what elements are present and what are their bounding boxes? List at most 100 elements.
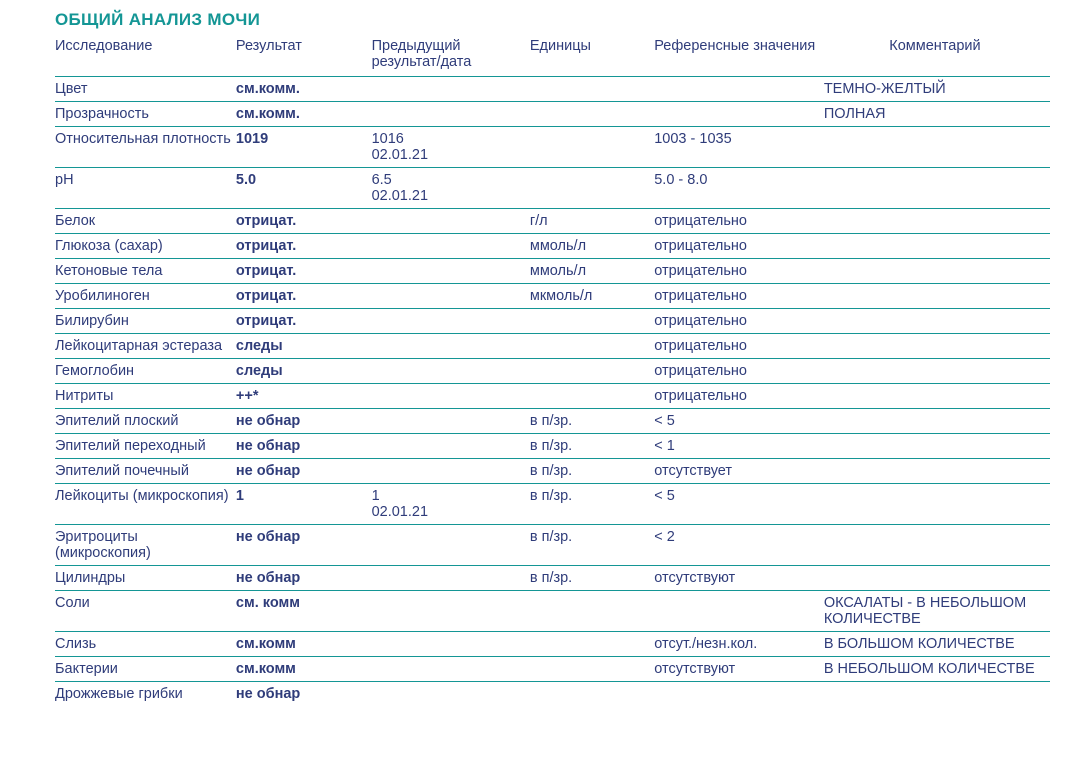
cell-result: ++* [236,384,372,409]
cell-test: Нитриты [55,384,236,409]
cell-result: отрицат. [236,309,372,334]
cell-test: Слизь [55,632,236,657]
cell-ref: отрицательно [654,284,824,309]
cell-comment: В НЕБОЛЬШОМ КОЛИЧЕСТВЕ [824,657,1050,682]
table-row: pH5.06.502.01.215.0 - 8.0 [55,168,1050,209]
cell-units: ммоль/л [530,259,654,284]
cell-result: следы [236,334,372,359]
cell-test: Цилиндры [55,566,236,591]
cell-units [530,657,654,682]
cell-units [530,632,654,657]
table-row: Кетоновые телаотрицат.ммоль/лотрицательн… [55,259,1050,284]
cell-ref: отрицательно [654,309,824,334]
cell-result: не обнар [236,409,372,434]
table-row: Билирубинотрицат.отрицательно [55,309,1050,334]
cell-ref [654,77,824,102]
cell-result: не обнар [236,525,372,566]
cell-comment: В БОЛЬШОМ КОЛИЧЕСТВЕ [824,632,1050,657]
cell-previous [372,632,530,657]
cell-units: в п/зр. [530,434,654,459]
cell-units: г/л [530,209,654,234]
cell-result: не обнар [236,434,372,459]
cell-previous [372,459,530,484]
cell-units: в п/зр. [530,459,654,484]
table-row: Эпителий переходныйне обнарв п/зр.< 1 [55,434,1050,459]
cell-comment [824,566,1050,591]
cell-previous [372,384,530,409]
cell-result: 1 [236,484,372,525]
cell-result: см.комм. [236,102,372,127]
cell-previous [372,102,530,127]
table-row: Солисм. коммОКСАЛАТЫ - В НЕБОЛЬШОМ КОЛИЧ… [55,591,1050,632]
table-row: Белокотрицат. г/лотрицательно [55,209,1050,234]
cell-test: pH [55,168,236,209]
cell-comment [824,459,1050,484]
cell-comment [824,434,1050,459]
cell-test: Кетоновые тела [55,259,236,284]
cell-previous [372,259,530,284]
cell-test: Глюкоза (сахар) [55,234,236,259]
cell-previous: 102.01.21 [372,484,530,525]
table-row: Эпителий плоскийне обнарв п/зр.< 5 [55,409,1050,434]
cell-units: ммоль/л [530,234,654,259]
cell-test: Эпителий плоский [55,409,236,434]
cell-result: не обнар [236,682,372,707]
table-row: Дрожжевые грибкине обнар [55,682,1050,707]
cell-result: см.комм [236,657,372,682]
results-table: Исследование Результат Предыдущий резуль… [55,32,1050,706]
table-row: Эпителий почечныйне обнар в п/зр.отсутств… [55,459,1050,484]
col-previous: Предыдущий результат/дата [372,32,530,77]
cell-ref [654,102,824,127]
cell-test: Эпителий переходный [55,434,236,459]
cell-previous [372,309,530,334]
col-ref: Референсные значения [654,32,824,77]
cell-previous [372,284,530,309]
cell-ref: отрицательно [654,384,824,409]
cell-test: Эритроциты (микроскопия) [55,525,236,566]
cell-test: Эпителий почечный [55,459,236,484]
cell-test: Прозрачность [55,102,236,127]
cell-previous [372,334,530,359]
col-test: Исследование [55,32,236,77]
cell-units: мкмоль/л [530,284,654,309]
cell-comment [824,484,1050,525]
cell-comment [824,682,1050,707]
cell-comment [824,168,1050,209]
cell-result: отрицат. [236,209,372,234]
cell-previous [372,434,530,459]
table-row: Гемоглобинследыотрицательно [55,359,1050,384]
table-row: Цилиндрыне обнарв п/зр.отсутствуют [55,566,1050,591]
cell-previous [372,209,530,234]
cell-previous [372,359,530,384]
cell-test: Белок [55,209,236,234]
cell-units [530,309,654,334]
cell-result: отрицат. [236,284,372,309]
cell-units [530,682,654,707]
cell-test: Относительная плотность [55,127,236,168]
cell-ref: отрицательно [654,234,824,259]
cell-result: см. комм [236,591,372,632]
cell-test: Бактерии [55,657,236,682]
cell-ref: отрицательно [654,209,824,234]
cell-test: Дрожжевые грибки [55,682,236,707]
cell-test: Уробилиноген [55,284,236,309]
cell-ref: отсутствует [654,459,824,484]
cell-previous [372,591,530,632]
cell-result: не обнар [236,459,372,484]
cell-previous [372,77,530,102]
table-row: Лейкоцитарная эстеразаследыотрицательно [55,334,1050,359]
cell-comment [824,259,1050,284]
table-row: Бактериисм.коммотсутствуютВ НЕБОЛЬШОМ КО… [55,657,1050,682]
cell-comment [824,127,1050,168]
table-row: Уробилиногенотрицат. мкмоль/лотрицательно [55,284,1050,309]
cell-comment [824,334,1050,359]
cell-ref: отрицательно [654,359,824,384]
cell-result: см.комм. [236,77,372,102]
table-row: Нитриты++* отрицательно [55,384,1050,409]
cell-result: 5.0 [236,168,372,209]
cell-ref: < 5 [654,484,824,525]
cell-comment [824,309,1050,334]
cell-ref [654,591,824,632]
cell-previous: 6.502.01.21 [372,168,530,209]
cell-ref: отрицательно [654,259,824,284]
